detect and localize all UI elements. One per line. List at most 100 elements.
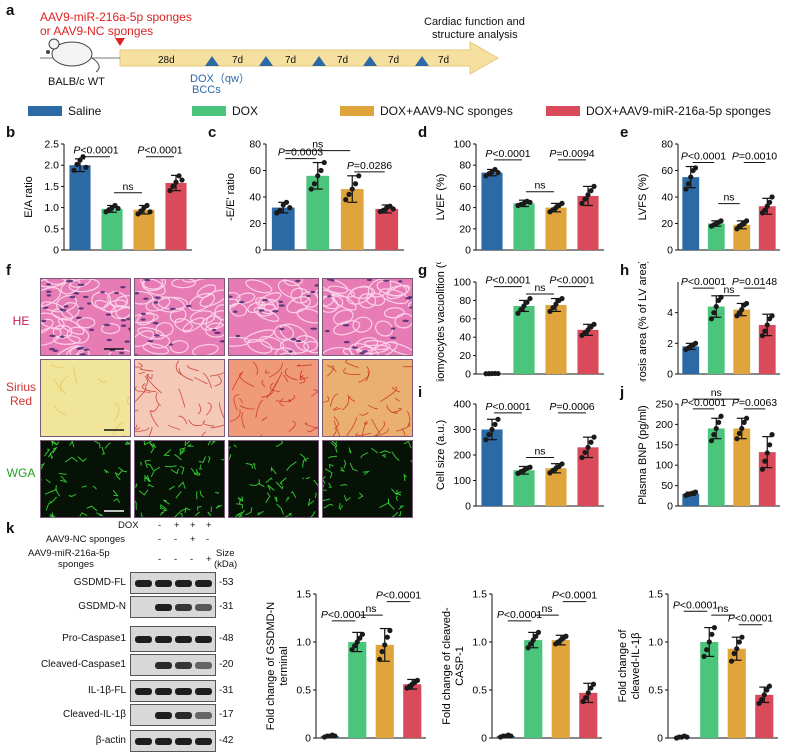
blot-size-label: -53	[219, 577, 234, 588]
bar	[577, 195, 599, 250]
data-point	[591, 321, 597, 327]
significance-label: P=0.0063	[732, 397, 777, 409]
data-point	[711, 625, 718, 631]
legend-swatch	[546, 106, 580, 116]
chart-j-bnp: Plasma BNP (pg/ml) 0 50 100 150 200 250 P<0.000…	[637, 387, 780, 513]
y-axis-label-2: cleaved-IL-1β	[630, 633, 642, 700]
wb-condition-label: DOX	[118, 520, 139, 531]
data-point	[706, 639, 712, 645]
histology-image	[228, 359, 319, 437]
data-point	[359, 631, 366, 637]
y-tick-label: 4	[667, 307, 673, 319]
data-point	[283, 199, 290, 205]
chart-b-ea-ratio: E/A ratio 0 0.5 1.0 1.5 2.0 2.5 P<0.0001 ns P<0.0…	[23, 139, 192, 257]
data-point	[739, 425, 745, 432]
significance-label: P<0.0001	[485, 148, 530, 160]
interval-label: 7d	[337, 55, 348, 66]
blot-label: IL-1β-FL	[88, 685, 126, 696]
blot-band	[195, 712, 212, 719]
interval-label: 28d	[158, 55, 175, 66]
bccs-label: BCCs	[192, 84, 221, 96]
data-point	[759, 697, 765, 703]
significance-label: P<0.0001	[376, 590, 421, 602]
blot-band	[155, 636, 172, 643]
data-point	[547, 308, 553, 315]
data-point	[580, 698, 586, 705]
bar	[513, 470, 535, 506]
y-tick-label: 1.5	[296, 589, 311, 601]
y-axis-label: LVEF (%)	[435, 174, 447, 221]
data-point	[585, 192, 591, 198]
blot-band	[155, 712, 172, 719]
data-point	[357, 635, 363, 641]
data-point	[731, 650, 737, 657]
data-point	[764, 322, 770, 328]
data-point	[483, 437, 489, 443]
data-point	[692, 340, 699, 346]
data-point	[346, 191, 352, 197]
y-tick-label: 2	[667, 338, 673, 350]
y-tick-label: 0	[465, 369, 471, 381]
data-point	[591, 183, 597, 189]
blot-strip	[130, 730, 216, 752]
data-point	[521, 303, 527, 309]
significance-label: P<0.0001	[681, 276, 726, 288]
y-tick-label: 0	[481, 733, 487, 745]
y-tick-label: 1.0	[648, 637, 663, 649]
y-tick-label: 20	[661, 218, 673, 230]
data-point	[701, 653, 707, 659]
panel-label-b: b	[6, 124, 16, 141]
data-point	[685, 181, 691, 187]
blot-band	[175, 604, 192, 611]
y-tick-label: 60	[459, 181, 471, 193]
wb-mark: +	[206, 520, 212, 531]
data-point	[527, 295, 533, 302]
significance-label: ns	[534, 180, 545, 192]
legend-swatch	[28, 106, 62, 116]
y-tick-label: 100	[453, 475, 471, 487]
bar	[133, 209, 155, 250]
data-point	[525, 645, 531, 651]
data-point	[563, 633, 569, 639]
panel-label-e: e	[620, 124, 629, 141]
data-point	[527, 464, 533, 470]
data-point	[764, 687, 770, 693]
blot-band	[175, 712, 192, 719]
bar	[758, 452, 776, 506]
wb-size-unit: (kDa)	[214, 559, 238, 570]
legend-item-saline: Saline	[28, 104, 101, 118]
wb-mark: +	[206, 554, 212, 565]
data-point	[352, 181, 359, 187]
wb-condition-label-2: sponges	[58, 559, 94, 570]
bar	[579, 692, 598, 738]
significance-label: P<0.0001	[485, 275, 530, 287]
data-point	[739, 307, 745, 313]
y-tick-label: 1.5	[472, 589, 487, 601]
bar	[707, 306, 725, 374]
panel-label-i: i	[418, 384, 423, 401]
data-point	[718, 413, 724, 419]
y-tick-label: 0.5	[44, 223, 59, 235]
interval-label: 7d	[388, 55, 399, 66]
data-point	[736, 430, 742, 436]
panel-label-k: k	[6, 520, 15, 537]
data-point	[590, 681, 597, 687]
data-point	[384, 634, 390, 640]
histology-image	[40, 440, 131, 518]
legend-swatch	[192, 106, 226, 116]
interval-label: 7d	[232, 55, 243, 66]
data-point	[559, 461, 565, 467]
data-point	[495, 170, 501, 176]
data-point	[759, 333, 766, 339]
significance-label: P=0.0094	[549, 148, 594, 160]
histology-row-label-wga: WGA	[6, 466, 36, 480]
blot-band	[155, 738, 172, 745]
data-point	[138, 208, 144, 214]
blot-size-label: -31	[219, 601, 234, 612]
data-point	[287, 205, 293, 211]
chart-d-lvef: LVEF (%) 0 20 40 60 80 100 P<0.0001 ns P=0.0094	[435, 139, 604, 257]
blot-band	[155, 688, 172, 695]
data-point	[713, 303, 719, 310]
blot-band	[195, 636, 212, 643]
y-axis-label: -E/E' ratio	[225, 173, 237, 221]
